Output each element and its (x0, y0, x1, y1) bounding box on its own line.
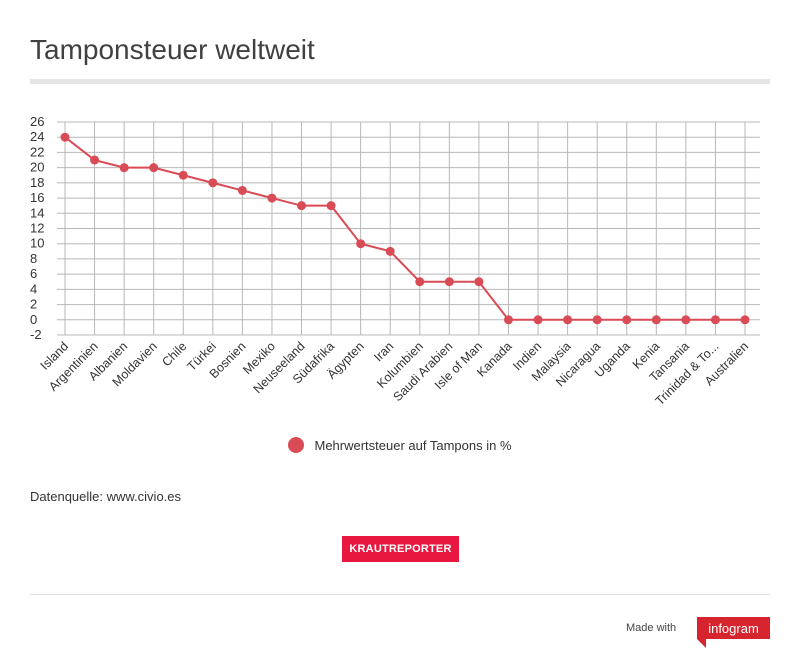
legend: Mehrwertsteuer auf Tampons in % (0, 437, 800, 453)
data-point (356, 239, 366, 249)
y-tick-label: 14 (30, 205, 44, 220)
y-tick-label: 6 (30, 266, 37, 281)
data-point (90, 155, 100, 165)
data-point (119, 163, 129, 173)
series-line (64, 136, 745, 321)
data-point (208, 178, 218, 188)
y-tick-label: 20 (30, 160, 44, 175)
y-tick-label: 2 (30, 297, 37, 312)
y-tick-label: 4 (30, 281, 37, 296)
data-point (474, 277, 484, 287)
chart-title: Tamponsteuer weltweit (30, 34, 315, 65)
made-with-label: Made with (626, 622, 677, 634)
data-point (622, 315, 632, 325)
data-point (710, 315, 720, 325)
data-point (326, 201, 336, 211)
data-point (681, 315, 691, 325)
data-point (592, 315, 602, 325)
y-tick-label: 10 (30, 236, 44, 251)
data-point (385, 246, 395, 256)
y-tick-label: 12 (30, 221, 44, 236)
data-point (533, 315, 543, 325)
y-tick-label: 22 (30, 144, 44, 159)
data-point (178, 170, 188, 180)
y-tick-label: 8 (30, 251, 37, 266)
data-point (297, 201, 307, 211)
y-tick-label: 24 (30, 129, 44, 144)
data-source: Datenquelle: www.civio.es (30, 489, 182, 504)
title-divider (30, 79, 770, 84)
infogram-badge[interactable]: infogram (697, 617, 770, 639)
footer-divider (30, 594, 770, 595)
data-point (415, 277, 425, 287)
data-point (651, 315, 661, 325)
y-tick-label: 16 (30, 190, 44, 205)
data-point (563, 315, 573, 325)
krautreporter-button[interactable]: KRAUTREPORTER (342, 536, 459, 562)
data-point (740, 315, 750, 325)
data-point (60, 132, 70, 142)
data-point (237, 185, 247, 195)
data-point (149, 163, 159, 173)
data-point (444, 277, 454, 287)
infogram-badge-tail (697, 639, 706, 648)
y-tick-label: 26 (30, 114, 44, 129)
data-point (503, 315, 513, 325)
legend-marker (288, 437, 305, 453)
line-chart: 26242220181614121086420-2IslandArgentini… (30, 114, 760, 408)
y-tick-label: 18 (30, 175, 44, 190)
x-tick-label: Iran (371, 339, 396, 364)
data-point (267, 193, 277, 203)
y-tick-label: -2 (30, 327, 42, 342)
legend-label: Mehrwertsteuer auf Tampons in % (314, 437, 512, 453)
y-tick-label: 0 (30, 312, 37, 327)
